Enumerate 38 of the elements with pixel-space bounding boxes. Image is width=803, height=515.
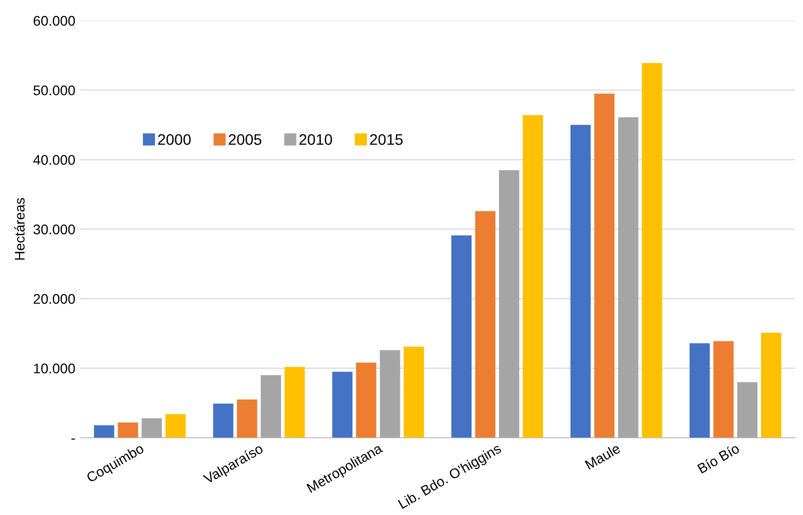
y-axis-title: Hectáreas — [14, 198, 25, 260]
bar — [475, 211, 496, 438]
bar — [142, 418, 162, 438]
bar — [594, 94, 615, 438]
bar — [498, 170, 520, 438]
bar — [522, 115, 544, 438]
bar — [165, 414, 186, 438]
bar — [690, 343, 710, 438]
bar — [737, 382, 758, 438]
legend-label: 2005 — [228, 134, 262, 145]
legend-label: 2010 — [299, 134, 332, 145]
y-tick-label: 30.000 — [33, 224, 75, 234]
y-tick-label: 40.000 — [33, 154, 75, 165]
bar — [404, 346, 424, 438]
y-tick-label: - — [71, 438, 75, 440]
bar — [451, 235, 472, 438]
legend-label: 2015 — [370, 134, 403, 145]
bar — [642, 63, 662, 438]
bar — [713, 341, 734, 438]
bar — [94, 425, 114, 438]
y-tick-label: 20.000 — [34, 294, 75, 304]
bar — [332, 372, 352, 438]
y-tick-label: 60.000 — [34, 16, 75, 26]
bar — [570, 124, 591, 438]
bar — [284, 366, 305, 438]
bar — [380, 350, 400, 438]
bar — [236, 400, 258, 438]
y-tick-label: 50.000 — [34, 85, 75, 96]
bar — [118, 422, 138, 438]
bar — [618, 117, 638, 438]
bar — [356, 362, 376, 438]
bar — [761, 332, 782, 438]
bar — [260, 375, 282, 438]
legend-label: 2000 — [158, 134, 191, 145]
x-tick-label: Bío Bío — [696, 442, 740, 474]
bar — [213, 404, 234, 438]
y-tick-label: 10.000 — [34, 364, 75, 374]
x-tick-label: Maule — [584, 442, 621, 470]
